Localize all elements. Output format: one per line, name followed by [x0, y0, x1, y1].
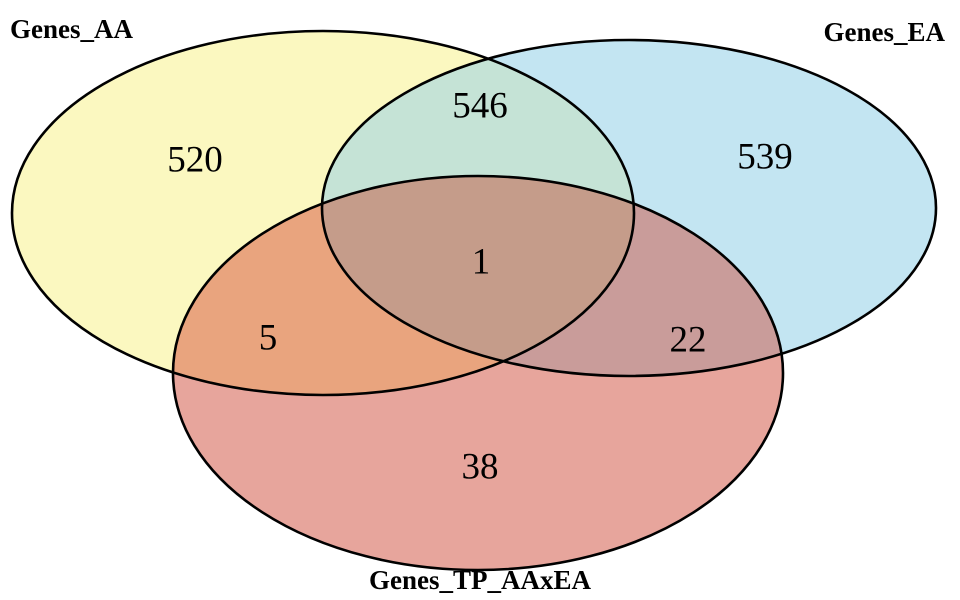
count-aa-ea: 546: [452, 85, 508, 126]
count-ea-tp: 22: [670, 319, 707, 360]
set-label-aa: Genes_AA: [10, 14, 133, 44]
count-tp-only: 38: [462, 446, 499, 487]
set-aa-outline: [10, 29, 636, 397]
set-label-ea: Genes_EA: [824, 17, 946, 47]
set-ea-outline: [320, 38, 938, 378]
count-aa-only: 520: [167, 139, 223, 180]
set-label-tp: Genes_TP_AAxEA: [369, 565, 592, 595]
set-tp-outline: [171, 174, 785, 572]
count-ea-only: 539: [737, 136, 793, 177]
count-all: 1: [472, 241, 491, 282]
count-aa-tp: 5: [259, 317, 278, 358]
